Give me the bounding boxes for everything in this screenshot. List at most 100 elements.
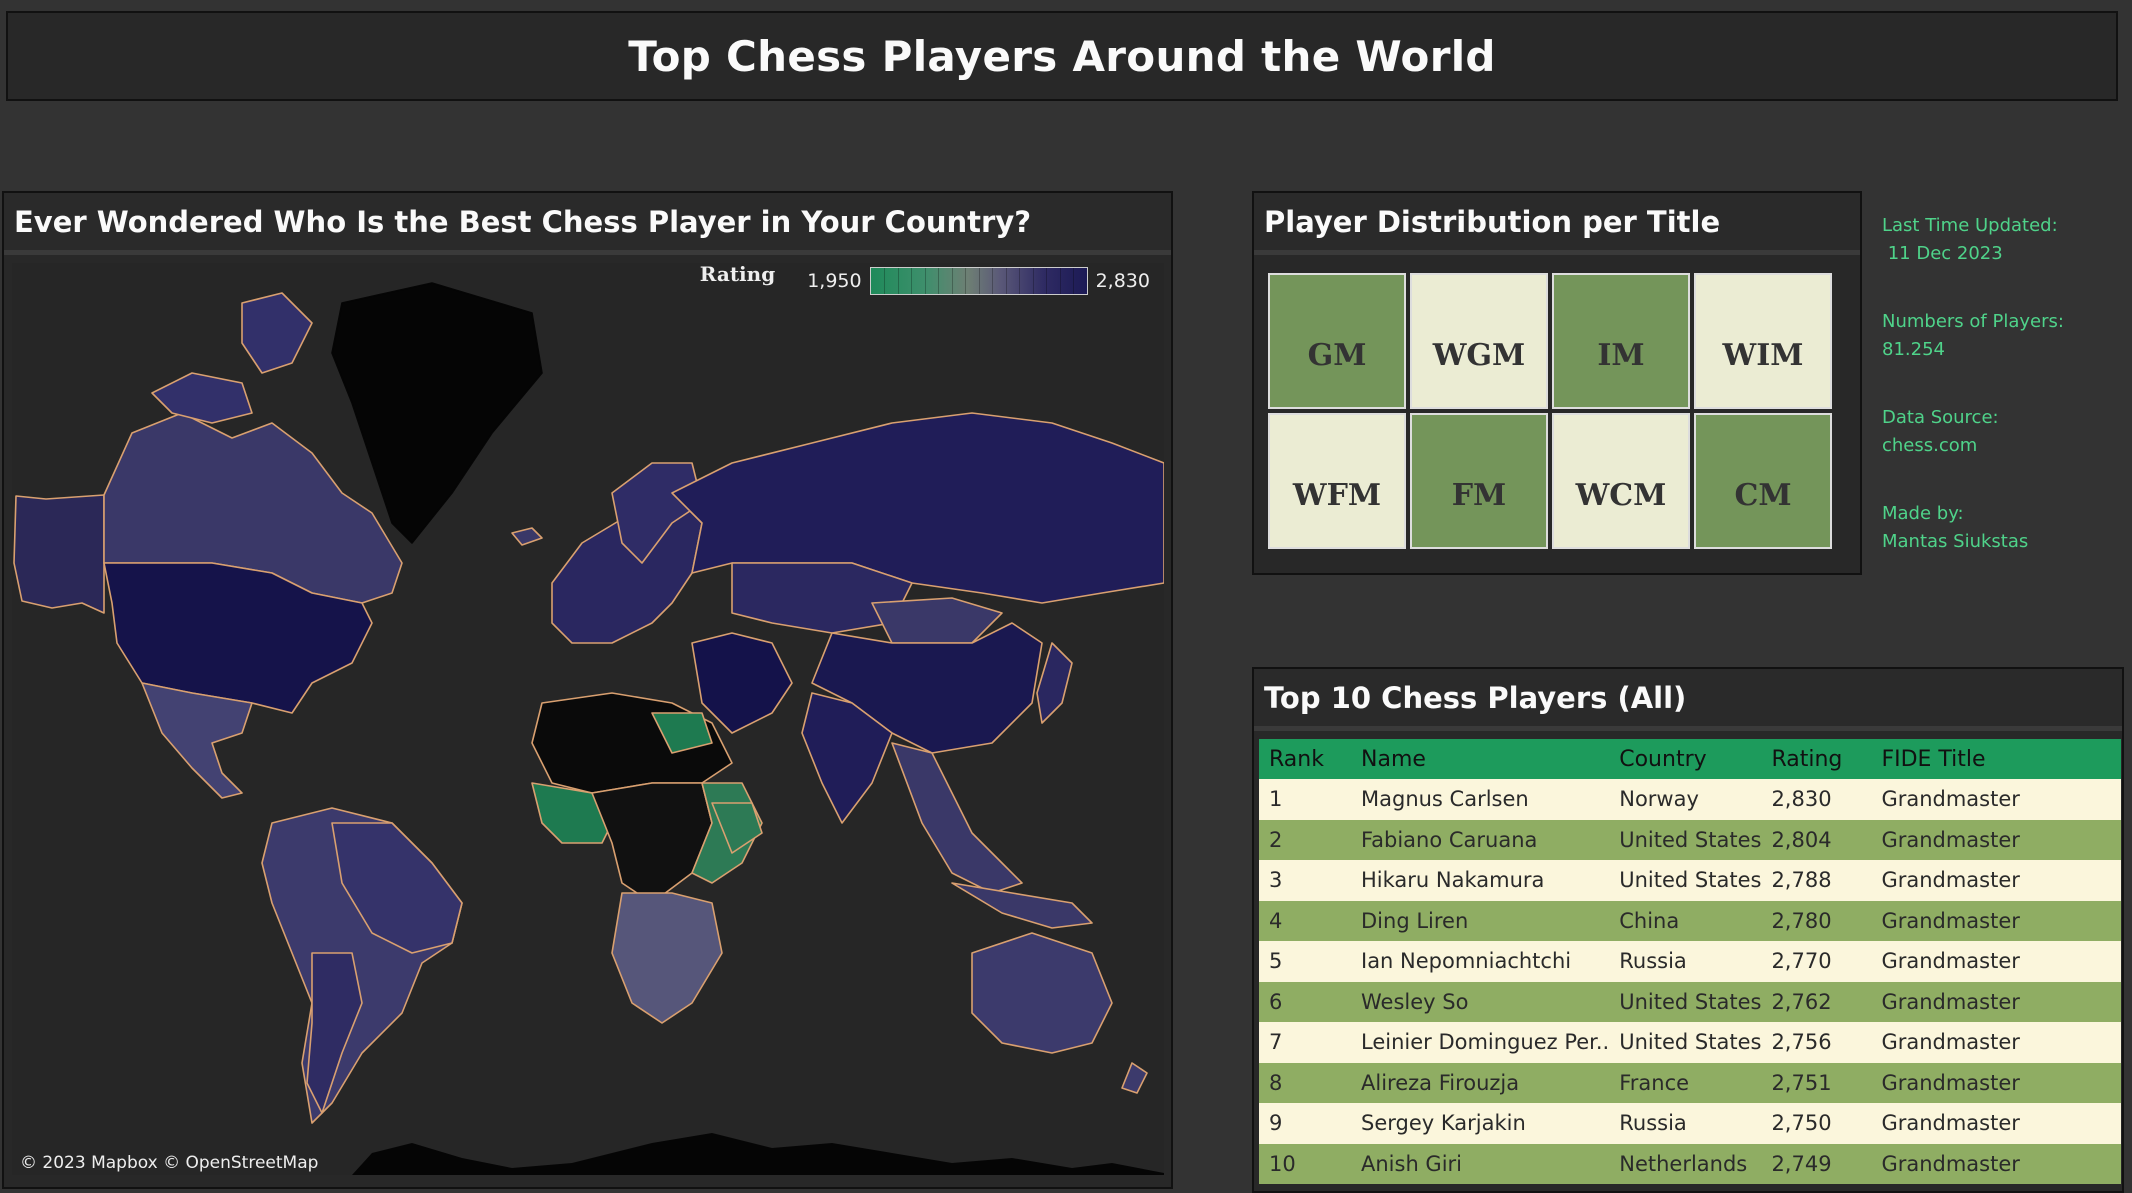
- legend-step-divider: [1073, 268, 1075, 294]
- table-row[interactable]: 4 Ding Liren China 2,780 Grandmaster: [1259, 900, 2121, 941]
- dashboard-header: Top Chess Players Around the World: [6, 11, 2118, 101]
- cell-name: Anish Giri: [1351, 1143, 1610, 1184]
- cell-name: Magnus Carlsen: [1351, 779, 1610, 820]
- cell-fide-title: Grandmaster: [1871, 981, 2121, 1022]
- legend-step-divider: [884, 268, 886, 294]
- cell-name: Leinier Dominguez Per..: [1351, 1022, 1610, 1063]
- cell-rank: 9: [1259, 1103, 1351, 1144]
- cell-country: Russia: [1609, 1103, 1762, 1144]
- info-players-value: 81.254: [1882, 339, 1945, 360]
- legend-step-divider: [965, 268, 967, 294]
- map-canvas[interactable]: [12, 263, 1164, 1175]
- cell-rating: 2,762: [1761, 981, 1872, 1022]
- title-tile-wfm[interactable]: WFM: [1268, 413, 1406, 549]
- cell-country: Russia: [1609, 941, 1762, 982]
- distribution-panel-header: Player Distribution per Title: [1254, 193, 1860, 255]
- top-players-panel: Top 10 Chess Players (All) Rank Name Cou…: [1252, 667, 2124, 1193]
- cell-rank: 2: [1259, 819, 1351, 860]
- table-row[interactable]: 3 Hikaru Nakamura United States 2,788 Grandm…: [1259, 860, 2121, 901]
- info-updated-label: Last Time Updated:: [1882, 215, 2058, 236]
- cell-rating: 2,788: [1761, 860, 1872, 901]
- region-united-states: [103, 562, 373, 714]
- cell-fide-title: Grandmaster: [1871, 1103, 2121, 1144]
- table-row[interactable]: 7 Leinier Dominguez Per.. United States 2,7…: [1259, 1022, 2121, 1063]
- column-header-country[interactable]: Country: [1609, 739, 1762, 779]
- table-row[interactable]: 6 Wesley So United States 2,762 Grandmaster: [1259, 981, 2121, 1022]
- top-players-title: Top 10 Chess Players (All): [1264, 680, 1687, 715]
- legend-step-divider: [1032, 268, 1034, 294]
- region-india: [801, 692, 893, 824]
- cell-fide-title: Grandmaster: [1871, 1062, 2121, 1103]
- title-tile-wgm[interactable]: WGM: [1410, 273, 1548, 409]
- legend-min-value: 1,950: [807, 270, 862, 292]
- map-attribution[interactable]: © 2023 Mapbox © OpenStreetMap: [20, 1153, 319, 1173]
- legend-step-divider: [1046, 268, 1048, 294]
- cell-rating: 2,751: [1761, 1062, 1872, 1103]
- legend-title: Rating: [699, 263, 776, 286]
- cell-name: Fabiano Caruana: [1351, 819, 1610, 860]
- table-row[interactable]: 5 Ian Nepomniachtchi Russia 2,770 Grandmaste…: [1259, 941, 2121, 982]
- table-row[interactable]: 9 Sergey Karjakin Russia 2,750 Grandmaster: [1259, 1103, 2121, 1144]
- title-tile-gm[interactable]: GM: [1268, 273, 1406, 409]
- distribution-panel: Player Distribution per Title GM WGM IM …: [1252, 191, 1862, 575]
- region-africa-central: [591, 782, 713, 904]
- map-panel-title: Ever Wondered Who Is the Best Chess Play…: [14, 204, 1032, 239]
- legend-step-divider: [1059, 268, 1061, 294]
- region-argentina: [306, 952, 363, 1114]
- cell-rating: 2,780: [1761, 900, 1872, 941]
- region-mongolia: [871, 597, 1003, 644]
- info-source: Data Source: chess.com: [1882, 404, 2064, 460]
- region-scandinavia: [611, 462, 703, 564]
- world-choropleth-map[interactable]: Rating 1,950 2,830 © 2023 Mapbox © OpenS…: [12, 263, 1164, 1175]
- legend-max-value: 2,830: [1095, 270, 1150, 292]
- region-australia: [971, 932, 1113, 1054]
- title-tile-im[interactable]: IM: [1552, 273, 1690, 409]
- title-tile-fm[interactable]: FM: [1410, 413, 1548, 549]
- region-iceland: [511, 527, 543, 546]
- column-header-name[interactable]: Name: [1351, 739, 1610, 779]
- cell-name: Ian Nepomniachtchi: [1351, 941, 1610, 982]
- column-header-rank[interactable]: Rank: [1259, 739, 1351, 779]
- cell-country: China: [1609, 900, 1762, 941]
- legend-step-divider: [978, 268, 980, 294]
- cell-rank: 1: [1259, 779, 1351, 820]
- cell-country: United States: [1609, 1022, 1762, 1063]
- cell-country: France: [1609, 1062, 1762, 1103]
- title-tile-wim[interactable]: WIM: [1694, 273, 1832, 409]
- cell-rating: 2,770: [1761, 941, 1872, 982]
- cell-rating: 2,804: [1761, 819, 1872, 860]
- title-tile-wcm[interactable]: WCM: [1552, 413, 1690, 549]
- map-panel: Ever Wondered Who Is the Best Chess Play…: [2, 191, 1173, 1189]
- legend-step-divider: [938, 268, 940, 294]
- table-row[interactable]: 8 Alireza Firouzja France 2,751 Grandmaster: [1259, 1062, 2121, 1103]
- title-tile-cm[interactable]: CM: [1694, 413, 1832, 549]
- region-new-zealand: [1121, 1062, 1148, 1094]
- title-treemap: GM WGM IM WIM WFM FM WCM CM: [1268, 273, 1832, 549]
- info-author: Made by: Mantas Siukstas: [1882, 500, 2064, 556]
- cell-rank: 6: [1259, 981, 1351, 1022]
- legend-step-divider: [1019, 268, 1021, 294]
- region-middle-east: [691, 632, 793, 734]
- legend-step-divider: [911, 268, 913, 294]
- table-row[interactable]: 2 Fabiano Caruana United States 2,804 Grandm…: [1259, 819, 2121, 860]
- info-author-value: Mantas Siukstas: [1882, 531, 2029, 552]
- region-brazil: [331, 822, 463, 954]
- info-updated: Last Time Updated: 11 Dec 2023: [1882, 212, 2064, 268]
- info-source-value[interactable]: chess.com: [1882, 435, 1978, 456]
- cell-rank: 5: [1259, 941, 1351, 982]
- region-africa-south: [611, 892, 723, 1024]
- region-ethiopia: [711, 802, 763, 854]
- table-row[interactable]: 1 Magnus Carlsen Norway 2,830 Grandmaster: [1259, 779, 2121, 820]
- cell-name: Hikaru Nakamura: [1351, 860, 1610, 901]
- column-header-rating[interactable]: Rating: [1761, 739, 1872, 779]
- cell-fide-title: Grandmaster: [1871, 941, 2121, 982]
- cell-rating: 2,750: [1761, 1103, 1872, 1144]
- region-arctic-islands-2: [241, 292, 313, 374]
- cell-name: Alireza Firouzja: [1351, 1062, 1610, 1103]
- distribution-panel-title: Player Distribution per Title: [1264, 204, 1721, 239]
- column-header-fide-title[interactable]: FIDE Title: [1871, 739, 2121, 779]
- table-row[interactable]: 10 Anish Giri Netherlands 2,749 Grandmaster: [1259, 1143, 2121, 1184]
- cell-name: Sergey Karjakin: [1351, 1103, 1610, 1144]
- info-players-label: Numbers of Players:: [1882, 311, 2064, 332]
- info-updated-value: 11 Dec 2023: [1882, 243, 2003, 264]
